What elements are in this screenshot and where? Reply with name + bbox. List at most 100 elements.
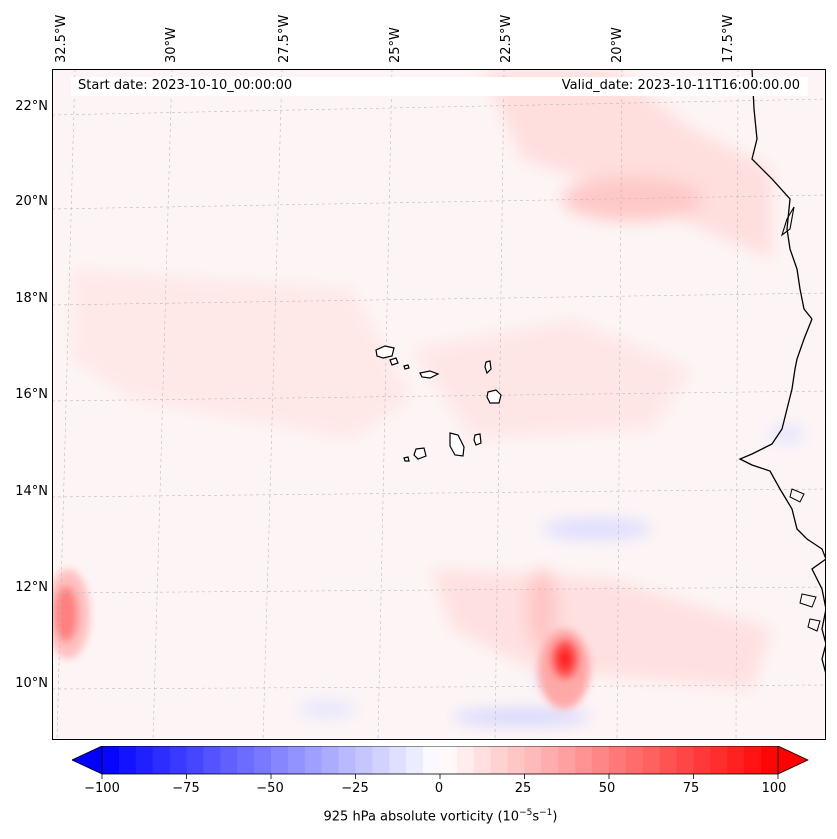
- lat-label: 22°N: [15, 99, 48, 114]
- island-sal: [484, 360, 492, 375]
- lat-label: 16°N: [15, 387, 48, 402]
- start-date: Start date: 2023-10-10_00:00:00: [78, 78, 293, 93]
- colorbar-cell: [135, 746, 154, 774]
- positive-band-north: [482, 69, 772, 259]
- island-santa-luzia: [403, 364, 410, 370]
- colorbar-tick-label: 100: [761, 781, 787, 796]
- island-maio: [473, 433, 482, 446]
- coast-inlet: [780, 206, 795, 237]
- colorbar-cell: [102, 746, 120, 774]
- west-vortex: [52, 569, 90, 659]
- colorbar-title-exp1: −5: [519, 808, 533, 818]
- colorbar-cell: [389, 746, 407, 774]
- island-brava: [403, 456, 410, 462]
- lon-label: 32.5°W: [54, 14, 69, 63]
- colorbar-cell: [727, 746, 745, 774]
- colorbar-cell: [659, 746, 678, 774]
- colorbar-cell: [237, 746, 255, 774]
- colorbar-cell: [625, 746, 644, 774]
- island-santo-antao: [375, 345, 395, 359]
- island-fogo: [413, 447, 427, 460]
- colorbar-tick-label: −100: [84, 781, 120, 796]
- field-blobs: [72, 69, 805, 725]
- colorbar-cell: [372, 746, 390, 774]
- colorbar-cell: [304, 746, 323, 774]
- gridlines: [52, 69, 826, 740]
- colorbar-title-mid: s: [532, 809, 540, 825]
- colorbar-cell: [744, 746, 762, 774]
- colorbar-title-prefix: 925 hPa absolute vorticity (10: [323, 809, 520, 825]
- colorbar-cell: [676, 746, 694, 774]
- island-sao-vicente: [389, 357, 399, 366]
- colorbar-cell: [507, 746, 525, 774]
- positive-zone-central: [412, 319, 692, 439]
- coast-islands: [807, 618, 821, 632]
- colorbar-cell: [338, 746, 356, 774]
- colorbar-arrow-left: [72, 746, 103, 775]
- colorbar-cells: [102, 746, 779, 774]
- colorbar-cell: [220, 746, 238, 774]
- colorbar-tick-label: 75: [682, 781, 700, 796]
- colorbar-cell: [710, 746, 728, 774]
- strong-vortex: [538, 629, 590, 709]
- island-sao-nicolau: [419, 370, 440, 379]
- negative-patch-coast: [769, 426, 805, 442]
- colorbar-title-exp2: −1: [539, 808, 553, 818]
- colorbar-cell: [321, 746, 340, 774]
- colorbar-cell: [761, 746, 779, 774]
- lat-label: 10°N: [15, 676, 48, 691]
- colorbar-cell: [490, 746, 509, 774]
- colorbar-cell: [152, 746, 171, 774]
- lon-label: 20°W: [610, 27, 625, 63]
- colorbar-tick-label: 50: [598, 781, 616, 796]
- lon-label: 25°W: [388, 27, 403, 63]
- coast-bissau: [799, 593, 817, 608]
- colorbar-cell: [693, 746, 711, 774]
- colorbar-title: 925 hPa absolute vorticity (10−5s−1): [0, 808, 837, 824]
- colorbar-tick-label: 0: [434, 781, 444, 796]
- colorbar-cell: [169, 746, 187, 774]
- valid-date: Valid_date: 2023-10-11T16:00:00.00: [561, 78, 800, 93]
- colorbar-cell: [406, 746, 424, 774]
- colorbar-cell: [118, 746, 137, 774]
- colorbar-cell: [524, 746, 542, 774]
- coast-gambia: [789, 488, 805, 503]
- lat-label: 18°N: [15, 291, 48, 306]
- island-boa-vista: [486, 389, 502, 404]
- colorbar-cell: [558, 746, 576, 774]
- colorbar-cell: [186, 746, 204, 774]
- colorbar-tick-label: −25: [341, 781, 369, 796]
- lon-label: 27.5°W: [277, 14, 292, 63]
- lon-label: 22.5°W: [499, 14, 514, 63]
- map-plot-area: [52, 69, 826, 740]
- colorbar-tick-label: −75: [172, 781, 200, 796]
- colorbar-cell: [254, 746, 272, 774]
- vorticity-field: [52, 69, 826, 740]
- positive-band-north-core: [562, 177, 702, 221]
- colorbar-title-suffix: ): [552, 809, 558, 825]
- positive-zone-south: [432, 569, 772, 689]
- colorbar-cell: [271, 746, 289, 774]
- lon-label: 30°W: [164, 27, 179, 63]
- colorbar-arrow-right: [777, 746, 809, 775]
- colorbar-cell: [473, 746, 492, 774]
- lat-label: 20°N: [15, 194, 48, 209]
- colorbar-cell: [456, 746, 475, 774]
- colorbar-tick-label: −50: [256, 781, 284, 796]
- colorbar-cell: [592, 746, 610, 774]
- colorbar-cell: [355, 746, 373, 774]
- africa-coastline: [738, 318, 826, 675]
- lat-label: 14°N: [15, 484, 48, 499]
- africa-coastline-north: [751, 69, 813, 320]
- colorbar-cell: [203, 746, 221, 774]
- colorbar-cell: [440, 746, 458, 774]
- info-bar: Start date: 2023-10-10_00:00:00 Valid_da…: [71, 77, 808, 96]
- negative-patch-sw: [297, 701, 357, 717]
- island-santiago: [449, 432, 465, 457]
- negative-band-coast: [542, 519, 652, 539]
- colorbar-cell: [575, 746, 593, 774]
- colorbar-tick-label: 25: [514, 781, 532, 796]
- colorbar: [72, 746, 809, 779]
- cape-verde-islands: [375, 345, 502, 462]
- colorbar-cell: [287, 746, 306, 774]
